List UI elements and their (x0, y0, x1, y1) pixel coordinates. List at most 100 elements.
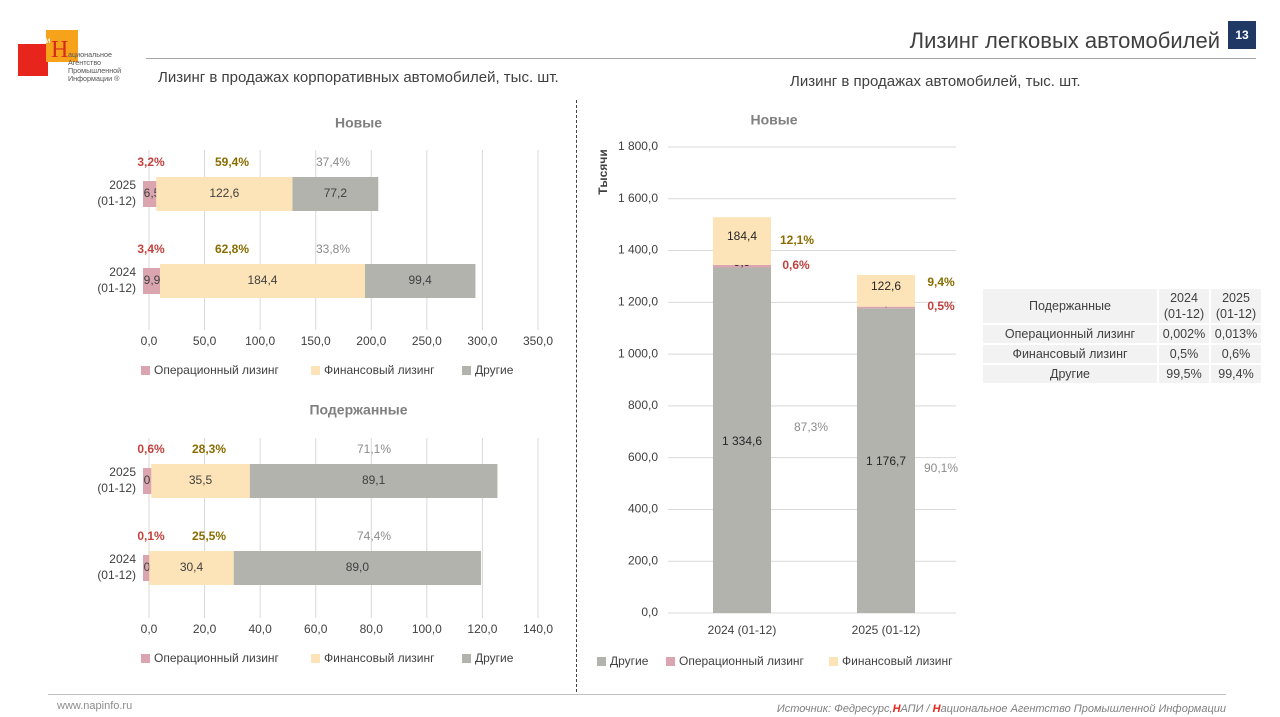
y-tick-label: 1 600,0 (618, 191, 658, 205)
category-label: (01-12) (97, 281, 136, 295)
category-label: 2025 (109, 465, 136, 479)
table-cell: 99,5% (1159, 365, 1209, 383)
y-tick-label: 400,0 (628, 502, 658, 516)
y-tick-label: 600,0 (628, 450, 658, 464)
category-label: (01-12) (97, 194, 136, 208)
x-tick-label: 40,0 (248, 622, 272, 636)
legend-label: Финансовый лизинг (324, 651, 435, 665)
y-tick-label: 1 400,0 (618, 243, 658, 257)
bar-value-label: 122,6 (871, 279, 901, 293)
bar-value-label: 1 334,6 (722, 434, 762, 448)
source-h2: Н (932, 703, 941, 715)
table-cell: Операционный лизинг (983, 325, 1157, 343)
legend-swatch (666, 657, 675, 666)
share-label: 90,1% (924, 461, 958, 475)
bar-value-label: 99,4 (409, 273, 433, 287)
bar-value-label: 77,2 (324, 186, 348, 200)
bar-0-1 (857, 308, 915, 613)
share-label: 25,5% (192, 529, 226, 543)
legend-label: Другие (475, 651, 514, 665)
share-label: 0,5% (927, 299, 955, 313)
legend-label: Операционный лизинг (154, 363, 280, 377)
legend-swatch (597, 657, 606, 666)
legend-swatch (141, 654, 150, 663)
bar-financial-1 (160, 264, 365, 298)
share-label: 0,1% (137, 529, 165, 543)
bar-1-1 (857, 306, 915, 309)
table-row: Операционный лизинг 0,002% 0,013% (983, 325, 1261, 343)
table-header-row: Подержанные 2024 (01-12) 2025 (01-12) (983, 289, 1261, 323)
table-header-cell: 2025 (01-12) (1211, 289, 1261, 323)
share-label: 3,2% (137, 155, 165, 169)
legend-label: Финансовый лизинг (324, 363, 435, 377)
bar-other-1 (233, 551, 482, 585)
table-cell: Финансовый лизинг (983, 345, 1157, 363)
source-prefix: Источник: Федресурс, (776, 703, 893, 715)
bar-value-label: 89,1 (362, 473, 386, 487)
footer-rule (48, 694, 1226, 695)
x-tick-label: 60,0 (304, 622, 328, 636)
legend-swatch (311, 654, 320, 663)
x-tick-label: 150,0 (301, 334, 331, 348)
left-subtitle: Лизинг в продажах корпоративных автомоби… (158, 69, 559, 86)
bar-financial-0 (151, 464, 250, 498)
section-divider (576, 100, 577, 692)
share-label: 62,8% (215, 242, 249, 256)
x-tick-label: 20,0 (193, 622, 217, 636)
category-label: 2024 (109, 552, 136, 566)
logo-line: ациональное (68, 50, 112, 59)
share-label: 3,4% (137, 242, 165, 256)
share-label: 9,4% (927, 275, 955, 289)
share-label: 71,1% (357, 442, 391, 456)
page-title: Лизинг легковых автомобилей (909, 28, 1220, 53)
bar-0-0 (713, 267, 771, 613)
logo-letter: Н (51, 37, 69, 63)
category-label: 2024 (109, 265, 136, 279)
x-tick-label: 200,0 (356, 334, 386, 348)
share-label: 59,4% (215, 155, 249, 169)
logo-text: ациональное Агентство Промышленной Инфор… (68, 51, 121, 83)
x-category-label: 2025 (01-12) (852, 623, 921, 637)
share-label: 28,3% (192, 442, 226, 456)
bar-2-0 (713, 217, 771, 265)
x-tick-label: 300,0 (467, 334, 497, 348)
bar-value-label: 35,5 (189, 473, 213, 487)
x-tick-label: 0,0 (141, 334, 158, 348)
legend-swatch (829, 657, 838, 666)
used-cars-share-table: Подержанные 2024 (01-12) 2025 (01-12) Операци… (981, 287, 1263, 385)
bar-value-label: 30,4 (180, 560, 204, 574)
footer-source: Источник: Федресурс,НАПИ / Национальное … (640, 703, 1226, 715)
y-tick-label: 1 200,0 (618, 295, 658, 309)
table-row: Другие 99,5% 99,4% (983, 365, 1261, 383)
legend-label: Финансовый лизинг (842, 654, 953, 668)
bar-value-label: 122,6 (209, 186, 239, 200)
x-tick-label: 350,0 (523, 334, 553, 348)
table-header-cell: 2024 (01-12) (1159, 289, 1209, 323)
y-axis-title: Тысячи (596, 149, 610, 194)
table-cell: 0,6% (1211, 345, 1261, 363)
share-label: 74,4% (357, 529, 391, 543)
share-label: 0,6% (782, 258, 810, 272)
table-cell: 0,5% (1159, 345, 1209, 363)
bar-value-label: 184,4 (247, 273, 277, 287)
category-label: (01-12) (97, 481, 136, 495)
y-tick-label: 200,0 (628, 553, 658, 567)
legend-swatch (462, 366, 471, 375)
logo-orange-square (46, 30, 78, 62)
logo-red-square (18, 44, 48, 76)
legend-label: Операционный лизинг (679, 654, 805, 668)
y-tick-label: 1 800,0 (618, 139, 658, 153)
bar-financial-0 (156, 177, 293, 211)
legend-swatch (311, 366, 320, 375)
share-label: 87,3% (794, 420, 828, 434)
table-cell: Другие (983, 365, 1157, 383)
x-tick-label: 100,0 (245, 334, 275, 348)
bar-value-label: 9,9 (144, 273, 161, 287)
page-number-badge: 13 (1228, 21, 1256, 49)
bar-value-label: 89,0 (346, 560, 370, 574)
table-row: Финансовый лизинг 0,5% 0,6% (983, 345, 1261, 363)
share-label: 33,8% (316, 242, 350, 256)
logo-line: Агентство (68, 58, 102, 67)
x-category-label: 2024 (01-12) (708, 623, 777, 637)
